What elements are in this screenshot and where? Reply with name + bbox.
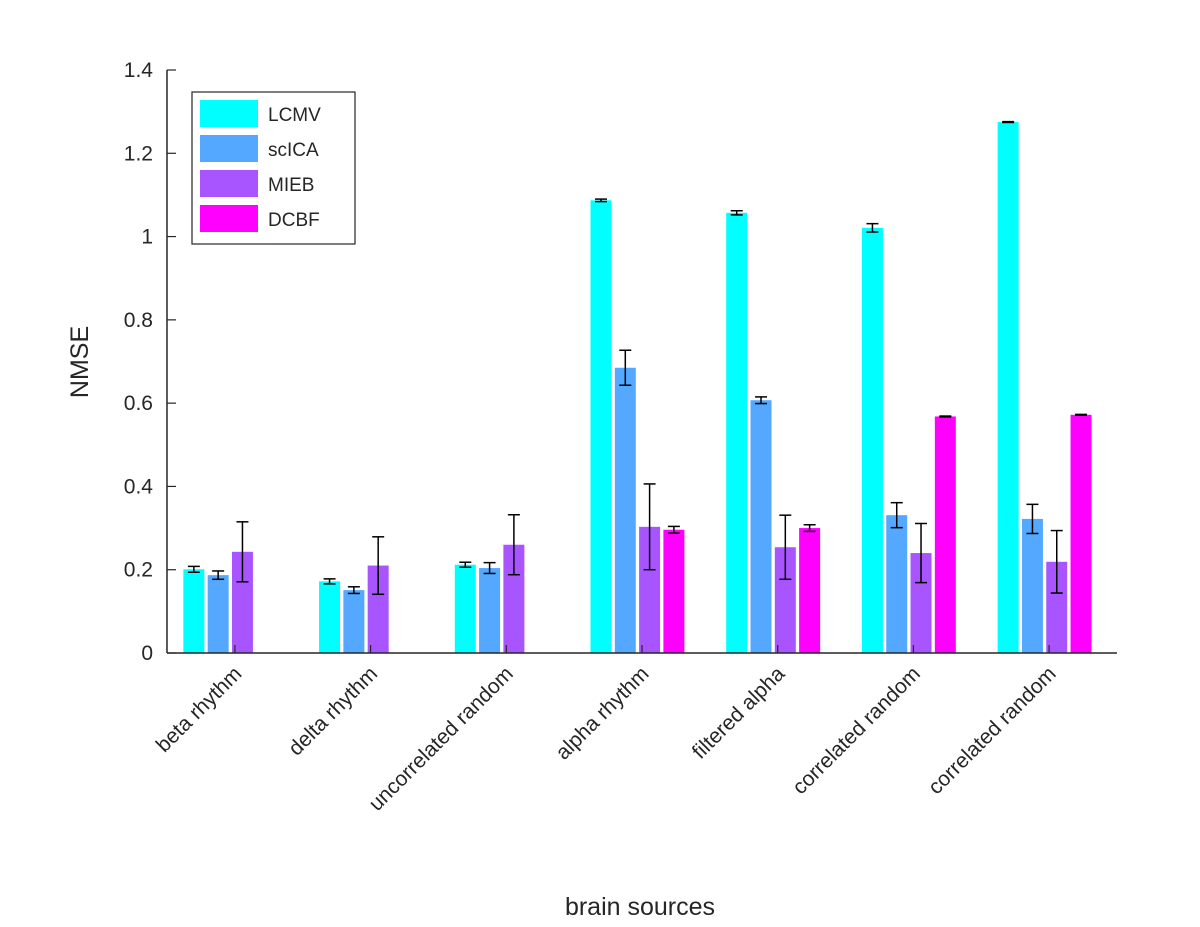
bar (886, 515, 908, 653)
x-tick-label: delta rhythm (284, 662, 382, 760)
bar (997, 122, 1019, 654)
legend-swatch (200, 170, 258, 197)
x-tick-label: alpha rhythm (551, 662, 653, 764)
y-tick-label: 1.2 (124, 142, 153, 165)
legend-label: MIEB (268, 175, 314, 196)
x-tick-label: correlated random (788, 662, 925, 799)
bar (910, 553, 932, 653)
bar (231, 551, 253, 653)
bar (479, 568, 501, 653)
bar (454, 564, 476, 653)
legend-label: DCBF (268, 210, 320, 231)
bar (319, 581, 341, 653)
x-axis-label: brain sources (565, 893, 715, 921)
y-tick-label: 0.4 (124, 475, 154, 498)
x-tick-label: correlated random (924, 662, 1061, 799)
legend-swatch (200, 205, 258, 232)
bar (1046, 561, 1068, 653)
bar (503, 544, 525, 653)
bar (1070, 414, 1092, 653)
bar (750, 400, 772, 653)
bar (367, 565, 389, 653)
bar (799, 528, 821, 653)
legend-label: scICA (268, 140, 319, 161)
bars-layer (183, 120, 1092, 654)
x-tick-label: uncorrelated random (365, 662, 518, 815)
bar (663, 529, 685, 653)
bar (183, 569, 205, 653)
legend: LCMV scICA MIEB DCBF (191, 91, 356, 245)
y-axis-label: NMSE (66, 326, 94, 398)
y-tick-label: 0.6 (124, 392, 153, 415)
bar (726, 212, 748, 653)
bar (639, 526, 661, 653)
legend-swatch (200, 135, 258, 162)
y-ticks: 0 0.2 0.4 0.6 0.8 1 1.2 1.4 (124, 59, 176, 665)
bar (590, 200, 612, 653)
bar (614, 367, 636, 653)
x-tick-label: filtered alpha (688, 662, 790, 764)
x-tick-label: beta rhythm (152, 662, 247, 757)
bar (934, 416, 956, 653)
bar (207, 575, 229, 653)
bar (861, 227, 883, 653)
y-tick-label: 1 (141, 226, 153, 249)
bar (343, 590, 365, 653)
legend-label: LCMV (268, 105, 321, 126)
legend-swatch (200, 100, 258, 127)
y-tick-label: 0.2 (124, 559, 153, 582)
bar (1021, 518, 1043, 653)
y-tick-label: 1.4 (124, 59, 154, 82)
y-tick-label: 0.8 (124, 309, 153, 332)
y-tick-label: 0 (141, 642, 153, 665)
bar (774, 547, 796, 653)
